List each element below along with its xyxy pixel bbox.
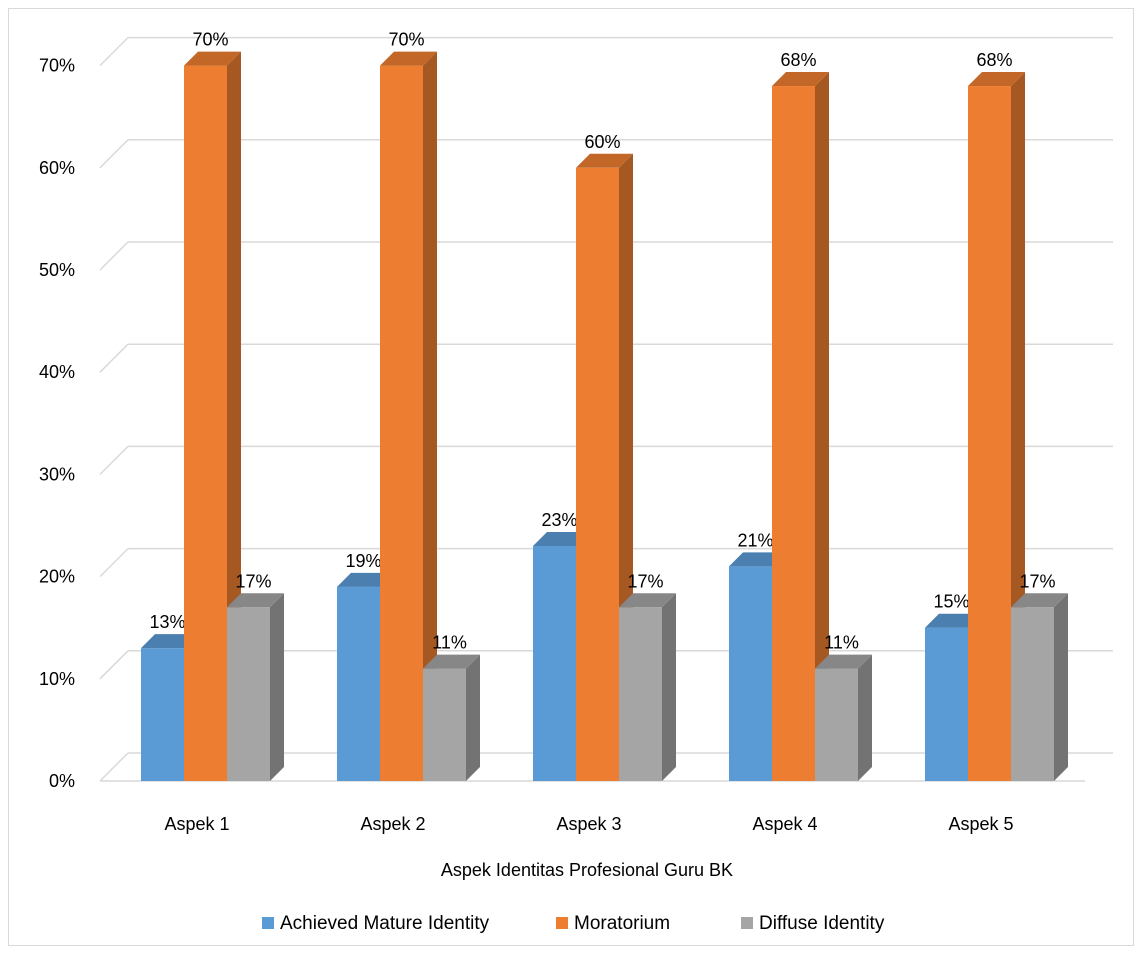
y-tick-label: 30% (39, 464, 75, 484)
bar-top (337, 572, 394, 587)
legend-swatch-0 (262, 917, 274, 929)
bar-0-2 (533, 545, 576, 781)
bar-side (270, 593, 284, 781)
gridline-side (99, 241, 129, 271)
bar-1-1 (380, 65, 423, 782)
bar-side (1054, 593, 1068, 781)
gridline-side (99, 37, 129, 67)
bar-0-0 (141, 648, 184, 781)
bar-top (576, 153, 633, 168)
bar-side (423, 51, 437, 782)
legend-label: Achieved Mature Identity (280, 913, 490, 934)
bar-top (619, 593, 676, 608)
bar-top (141, 634, 198, 649)
data-label: 17% (235, 571, 271, 591)
legend-swatch-1 (556, 917, 568, 929)
bar-top (1011, 593, 1068, 608)
bar-top (729, 552, 786, 567)
bar-2-4 (1011, 607, 1054, 781)
data-label: 11% (824, 633, 859, 653)
gridline-side (99, 445, 129, 475)
x-tick-label: Aspek 3 (556, 814, 621, 834)
bar-top (380, 51, 437, 66)
bar-1-4 (968, 86, 1011, 782)
gridline-side (99, 548, 129, 578)
data-label: 23% (541, 510, 577, 530)
y-tick-label: 20% (39, 567, 75, 587)
x-tick-label: Aspek 2 (360, 814, 425, 834)
bar-top (772, 72, 829, 87)
data-label: 15% (933, 592, 969, 612)
bar-0-1 (337, 586, 380, 781)
bar-1-3 (772, 86, 815, 782)
x-tick-label: Aspek 4 (752, 814, 817, 834)
bar-top (533, 531, 590, 546)
data-label: 17% (1019, 571, 1055, 591)
y-tick-label: 60% (39, 158, 75, 178)
data-label: 19% (345, 551, 381, 571)
gridline-side (99, 139, 129, 169)
bar-top (968, 72, 1025, 87)
data-label: 11% (432, 633, 467, 653)
bar-0-3 (729, 566, 772, 781)
bar-side (815, 72, 829, 782)
data-label: 17% (627, 571, 663, 591)
x-tick-label: Aspek 5 (948, 814, 1013, 834)
data-label: 68% (780, 50, 816, 70)
bar-1-0 (184, 65, 227, 782)
bar-2-2 (619, 607, 662, 781)
legend-swatch-2 (741, 917, 753, 929)
gridline-side (99, 650, 129, 680)
y-tick-label: 10% (39, 669, 75, 689)
data-label: 13% (149, 612, 185, 632)
data-label: 21% (737, 530, 773, 550)
bar-0-4 (925, 627, 968, 781)
bar-2-0 (227, 607, 270, 781)
bar-2-3 (815, 668, 858, 781)
data-label: 70% (388, 30, 424, 50)
bar-side (662, 593, 676, 781)
x-tick-label: Aspek 1 (164, 814, 229, 834)
data-label: 68% (976, 50, 1012, 70)
bar-top (227, 593, 284, 608)
gridline-side (99, 752, 129, 782)
x-axis-title: Aspek Identitas Profesional Guru BK (441, 860, 733, 880)
legend-label: Moratorium (574, 913, 670, 934)
bar-2-1 (423, 668, 466, 781)
y-tick-label: 50% (39, 260, 75, 280)
y-tick-label: 40% (39, 362, 75, 382)
bar-1-2 (576, 167, 619, 782)
bar-side (858, 654, 872, 781)
bar-top (423, 654, 480, 669)
y-tick-label: 0% (49, 771, 75, 791)
bar-side (466, 654, 480, 781)
data-label: 70% (192, 30, 228, 50)
y-tick-label: 70% (39, 56, 75, 76)
bar-top (815, 654, 872, 669)
bar-top (184, 51, 241, 66)
legend-label: Diffuse Identity (759, 913, 885, 934)
gridline-side (99, 343, 129, 373)
bar-top (925, 613, 982, 628)
data-label: 60% (584, 132, 620, 152)
